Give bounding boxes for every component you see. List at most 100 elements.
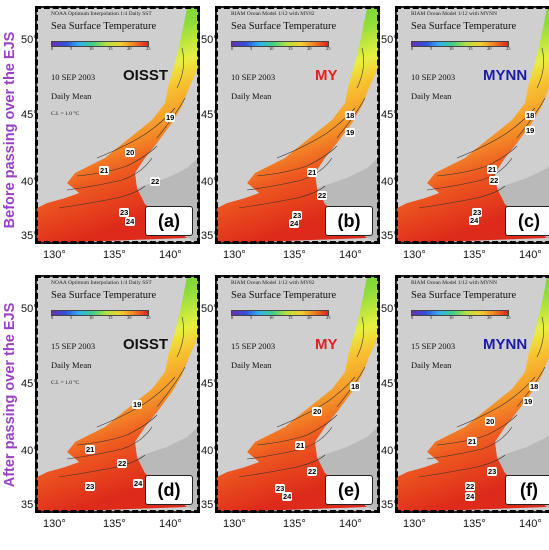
latitude-tick: 40° xyxy=(381,445,398,457)
contour-label: 19 xyxy=(132,400,143,409)
map-frame: RIAM Ocean Model 1/12 with MY82 Sea Surf… xyxy=(215,6,380,244)
contour-label: 20 xyxy=(125,148,136,157)
contour-label: 18 xyxy=(525,111,536,120)
contour-label: 18 xyxy=(529,382,540,391)
longitude-tick: 140° xyxy=(159,249,182,261)
colorbar-ticks: 0 5 10 15 20 25 xyxy=(231,46,331,52)
panel-date: 10 SEP 2003 xyxy=(231,72,276,82)
colorbar-tick: 15 xyxy=(288,46,293,51)
map-frame: RIAM Ocean Model 1/12 with MYNN Sea Surf… xyxy=(395,275,549,513)
colorbar-tick: 20 xyxy=(487,46,492,51)
colorbar-ticks: 0 5 10 15 20 25 xyxy=(411,315,511,321)
longitude-tick: 130° xyxy=(223,249,246,261)
sst-map xyxy=(397,277,549,511)
japan-sea-field xyxy=(397,8,549,242)
contour-label: 18 xyxy=(350,382,361,391)
longitude-tick: 130° xyxy=(43,249,66,261)
latitude-tick: 45° xyxy=(21,378,38,390)
contour-label: 21 xyxy=(487,165,498,174)
map-frame: RIAM Ocean Model 1/12 with MYNN Sea Surf… xyxy=(395,6,549,244)
longitude-tick: 130° xyxy=(223,518,246,530)
colorbar-tick: 25 xyxy=(326,46,331,51)
panel-title: Sea Surface Temperature xyxy=(411,290,517,301)
panel-letter: (c) xyxy=(505,206,549,236)
longitude-tick: 135° xyxy=(463,249,486,261)
contour-label: 21 xyxy=(307,168,318,177)
sst-panel: NOAA Optimum Interpolation 1/4 Daily SST… xyxy=(21,6,200,261)
sst-map xyxy=(217,8,378,242)
panel-letter: (b) xyxy=(325,206,373,236)
contour-interval: C.I. = 1.0 °C xyxy=(51,380,80,386)
latitude-tick: 50° xyxy=(21,303,38,315)
longitude-tick: 135° xyxy=(103,249,126,261)
colorbar xyxy=(231,41,329,47)
longitude-tick: 140° xyxy=(159,518,182,530)
panel-title: Sea Surface Temperature xyxy=(411,21,517,32)
contour-label: 23 xyxy=(487,467,498,476)
panel-letter: (a) xyxy=(145,206,193,236)
contour-label: 22 xyxy=(117,459,128,468)
colorbar-tick: 25 xyxy=(146,315,151,320)
panel-letter: (e) xyxy=(325,475,373,505)
contour-label: 21 xyxy=(467,437,478,446)
colorbar-tick: 15 xyxy=(468,46,473,51)
panel-date: 10 SEP 2003 xyxy=(411,72,456,82)
panel-date: 15 SEP 2003 xyxy=(51,341,96,351)
model-label: MY xyxy=(315,67,338,84)
panel-header: RIAM Ocean Model 1/12 with MY82 xyxy=(231,11,315,17)
colorbar-tick: 0 xyxy=(231,46,234,51)
panel-date: 15 SEP 2003 xyxy=(411,341,456,351)
colorbar-tick: 20 xyxy=(307,315,312,320)
latitude-tick: 40° xyxy=(381,176,398,188)
colorbar-tick: 0 xyxy=(51,315,54,320)
longitude-tick: 140° xyxy=(339,518,362,530)
model-label: MYNN xyxy=(483,67,528,84)
latitude-tick: 45° xyxy=(21,109,38,121)
colorbar-tick: 20 xyxy=(307,46,312,51)
colorbar-tick: 15 xyxy=(108,46,113,51)
daily-mean-label: Daily Mean xyxy=(51,360,92,370)
panel-title: Sea Surface Temperature xyxy=(51,290,157,301)
latitude-tick: 40° xyxy=(21,445,38,457)
map-frame: NOAA Optimum Interpolation 1/4 Daily SST… xyxy=(35,6,200,244)
korea-peninsula xyxy=(217,148,259,208)
latitude-tick: 35° xyxy=(201,230,218,242)
colorbar xyxy=(411,41,509,47)
panel-header: RIAM Ocean Model 1/12 with MY82 xyxy=(231,280,315,286)
latitude-tick: 50° xyxy=(381,34,398,46)
sst-panel: RIAM Ocean Model 1/12 with MYNN Sea Surf… xyxy=(381,275,549,530)
latitude-tick: 40° xyxy=(201,176,218,188)
colorbar xyxy=(231,310,329,316)
panel-letter: (d) xyxy=(145,475,193,505)
daily-mean-label: Daily Mean xyxy=(411,360,452,370)
colorbar-tick: 10 xyxy=(89,46,94,51)
longitude-tick: 130° xyxy=(403,518,426,530)
contour-label: 24 xyxy=(289,219,300,228)
contour-label: 20 xyxy=(485,417,496,426)
row-label-after: After passing over the EJS xyxy=(2,302,18,488)
japan-sea-field xyxy=(217,277,378,511)
contour-label: 24 xyxy=(125,217,136,226)
colorbar-tick: 25 xyxy=(326,315,331,320)
sst-panel: RIAM Ocean Model 1/12 with MY82 Sea Surf… xyxy=(201,275,380,530)
contour-label: 23 xyxy=(275,484,286,493)
contour-label: 22 xyxy=(317,191,328,200)
longitude-tick: 135° xyxy=(103,518,126,530)
map-frame: NOAA Optimum Interpolation 1/4 Daily SST… xyxy=(35,275,200,513)
colorbar-tick: 15 xyxy=(108,315,113,320)
sst-panel: RIAM Ocean Model 1/12 with MYNN Sea Surf… xyxy=(381,6,549,261)
korea-peninsula xyxy=(37,417,79,477)
longitude-tick: 140° xyxy=(339,249,362,261)
latitude-tick: 50° xyxy=(21,34,38,46)
latitude-tick: 35° xyxy=(381,499,398,511)
model-label: MYNN xyxy=(483,336,528,353)
panel-title: Sea Surface Temperature xyxy=(51,21,157,32)
colorbar xyxy=(411,310,509,316)
colorbar-tick: 15 xyxy=(288,315,293,320)
panel-date: 15 SEP 2003 xyxy=(231,341,276,351)
contour-label: 19 xyxy=(345,128,356,137)
japan-sea-field xyxy=(397,277,549,511)
daily-mean-label: Daily Mean xyxy=(231,360,272,370)
daily-mean-label: Daily Mean xyxy=(411,91,452,101)
colorbar-tick: 5 xyxy=(70,46,73,51)
